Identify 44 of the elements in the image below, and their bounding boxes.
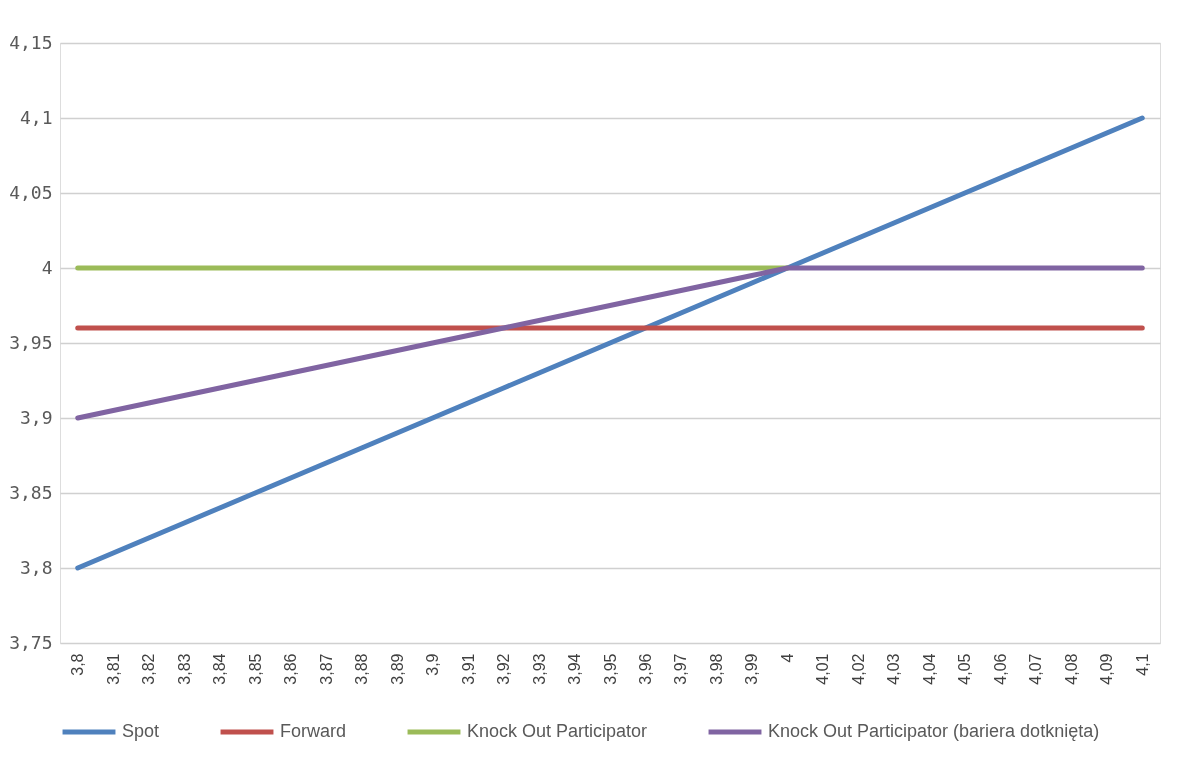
x-tick-label: 3,88 [353,653,371,685]
legend-label: Knock Out Participator (bariera dotknięta) [768,721,1100,741]
x-tick-label: 4,1 [1133,653,1151,676]
x-tick-label: 3,89 [388,653,406,685]
x-tick-label: 3,92 [495,653,513,685]
x-tick-label: 4,06 [991,653,1009,685]
x-tick-label: 3,8 [69,653,87,676]
x-tick-label: 3,82 [140,653,158,685]
x-tick-label: 3,9 [424,653,442,676]
y-tick-label: 4,05 [9,181,53,203]
x-tick-label: 3,91 [459,653,477,685]
x-tick-label: 3,83 [175,653,193,685]
x-tick-label: 3,99 [743,653,761,685]
y-tick-label: 3,8 [19,556,53,578]
x-tick-label: 3,98 [707,653,725,685]
x-tick-label: 4,09 [1098,653,1116,685]
x-tick-label: 3,93 [530,653,548,685]
y-tick-label: 3,85 [9,481,53,503]
x-tick-label: 4,08 [1062,653,1080,685]
x-tick-label: 3,96 [636,653,654,685]
y-tick-label: 4 [41,256,53,278]
legend-label: Knock Out Participator [467,721,648,741]
legend-label: Spot [122,721,160,741]
x-tick-label: 3,87 [317,653,335,685]
y-tick-label: 3,95 [9,331,53,353]
x-tick-label: 4,03 [885,653,903,685]
x-tick-label: 4,02 [849,653,867,685]
x-tick-label: 4,01 [814,653,832,685]
y-tick-label: 4,1 [19,106,53,128]
x-tick-label: 3,97 [672,653,690,685]
x-tick-label: 4,04 [920,653,938,685]
legend-label: Forward [280,721,347,741]
x-tick-label: 3,94 [566,653,584,685]
x-tick-label: 3,84 [211,653,229,685]
x-tick-label: 4 [778,653,796,663]
x-tick-label: 3,86 [282,653,300,685]
x-tick-label: 4,07 [1027,653,1045,685]
x-tick-label: 3,81 [104,653,122,685]
y-tick-label: 3,9 [19,406,53,428]
y-tick-label: 3,75 [9,631,53,653]
x-tick-label: 3,85 [246,653,264,685]
x-tick-label: 3,95 [601,653,619,685]
y-tick-label: 4,15 [9,31,53,53]
x-tick-label: 4,05 [956,653,974,685]
